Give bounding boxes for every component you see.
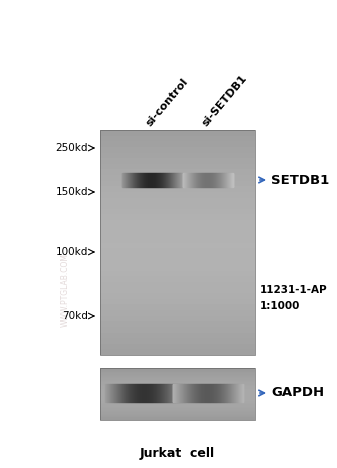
Text: 70kd: 70kd [62, 311, 88, 321]
Bar [100, 197, 255, 203]
Bar [100, 368, 255, 369]
Bar [100, 395, 255, 396]
Bar [100, 369, 255, 371]
Bar [100, 164, 255, 169]
Bar [100, 203, 255, 209]
Text: 100kd: 100kd [56, 247, 88, 257]
Bar [100, 287, 255, 293]
Text: 150kd: 150kd [56, 187, 88, 197]
Bar [100, 399, 255, 401]
Bar [100, 406, 255, 407]
Bar [100, 403, 255, 404]
Text: si-control: si-control [144, 76, 190, 128]
Bar [100, 394, 255, 395]
Bar [100, 382, 255, 384]
Bar [100, 310, 255, 315]
Bar [100, 209, 255, 214]
Bar [100, 237, 255, 242]
Bar [100, 390, 255, 391]
Bar [100, 404, 255, 406]
Bar [100, 380, 255, 381]
Bar [100, 226, 255, 231]
Bar [100, 373, 255, 374]
Bar [100, 381, 255, 382]
Bar [100, 385, 255, 386]
Text: 1:1000: 1:1000 [260, 301, 300, 311]
Bar [100, 371, 255, 372]
Bar [100, 410, 255, 411]
Text: 11231-1-AP: 11231-1-AP [260, 285, 328, 295]
Bar [100, 271, 255, 276]
Bar [100, 242, 255, 248]
Bar [100, 327, 255, 332]
Text: GAPDH: GAPDH [271, 387, 324, 400]
Text: SETDB1: SETDB1 [271, 174, 329, 187]
Text: 250kd: 250kd [56, 143, 88, 153]
Bar [100, 220, 255, 226]
Bar [100, 411, 255, 412]
Bar [100, 315, 255, 321]
Bar [100, 386, 255, 388]
Bar [100, 417, 255, 419]
Bar [100, 141, 255, 147]
Bar [100, 192, 255, 197]
Text: si-SETDB1: si-SETDB1 [200, 73, 249, 128]
Bar [100, 350, 255, 355]
Bar [100, 175, 255, 181]
Bar [100, 147, 255, 153]
Bar [100, 282, 255, 287]
Bar [100, 304, 255, 310]
Bar [100, 368, 255, 420]
Bar [100, 186, 255, 192]
Bar [100, 414, 255, 415]
Bar [100, 396, 255, 398]
Bar [100, 377, 255, 379]
Bar [100, 158, 255, 164]
Bar [100, 332, 255, 338]
Bar [100, 379, 255, 380]
Bar [100, 384, 255, 385]
Bar [100, 408, 255, 410]
Bar [100, 293, 255, 299]
Bar [100, 130, 255, 355]
Bar [100, 254, 255, 259]
Bar [100, 214, 255, 220]
Bar [100, 248, 255, 254]
Text: WWW.PTGLAB.COM: WWW.PTGLAB.COM [61, 253, 69, 327]
Bar [100, 415, 255, 416]
Bar [100, 259, 255, 265]
Bar [100, 136, 255, 141]
Bar [100, 416, 255, 417]
Bar [100, 402, 255, 403]
Bar [100, 338, 255, 344]
Bar [100, 344, 255, 350]
Bar [100, 401, 255, 402]
Bar [100, 374, 255, 376]
Bar [100, 398, 255, 399]
Bar [100, 299, 255, 304]
Bar [100, 412, 255, 414]
Bar [100, 389, 255, 390]
Bar [100, 388, 255, 389]
Bar [100, 276, 255, 282]
Bar [100, 321, 255, 327]
Bar [100, 265, 255, 271]
Bar [100, 419, 255, 420]
Bar [100, 372, 255, 373]
Bar [100, 393, 255, 394]
Bar [100, 407, 255, 408]
Bar [100, 153, 255, 158]
Bar [100, 181, 255, 186]
Bar [100, 169, 255, 175]
Bar [100, 130, 255, 136]
Bar [100, 231, 255, 237]
Text: Jurkat  cell: Jurkat cell [140, 447, 215, 460]
Bar [100, 376, 255, 377]
Bar [100, 391, 255, 393]
